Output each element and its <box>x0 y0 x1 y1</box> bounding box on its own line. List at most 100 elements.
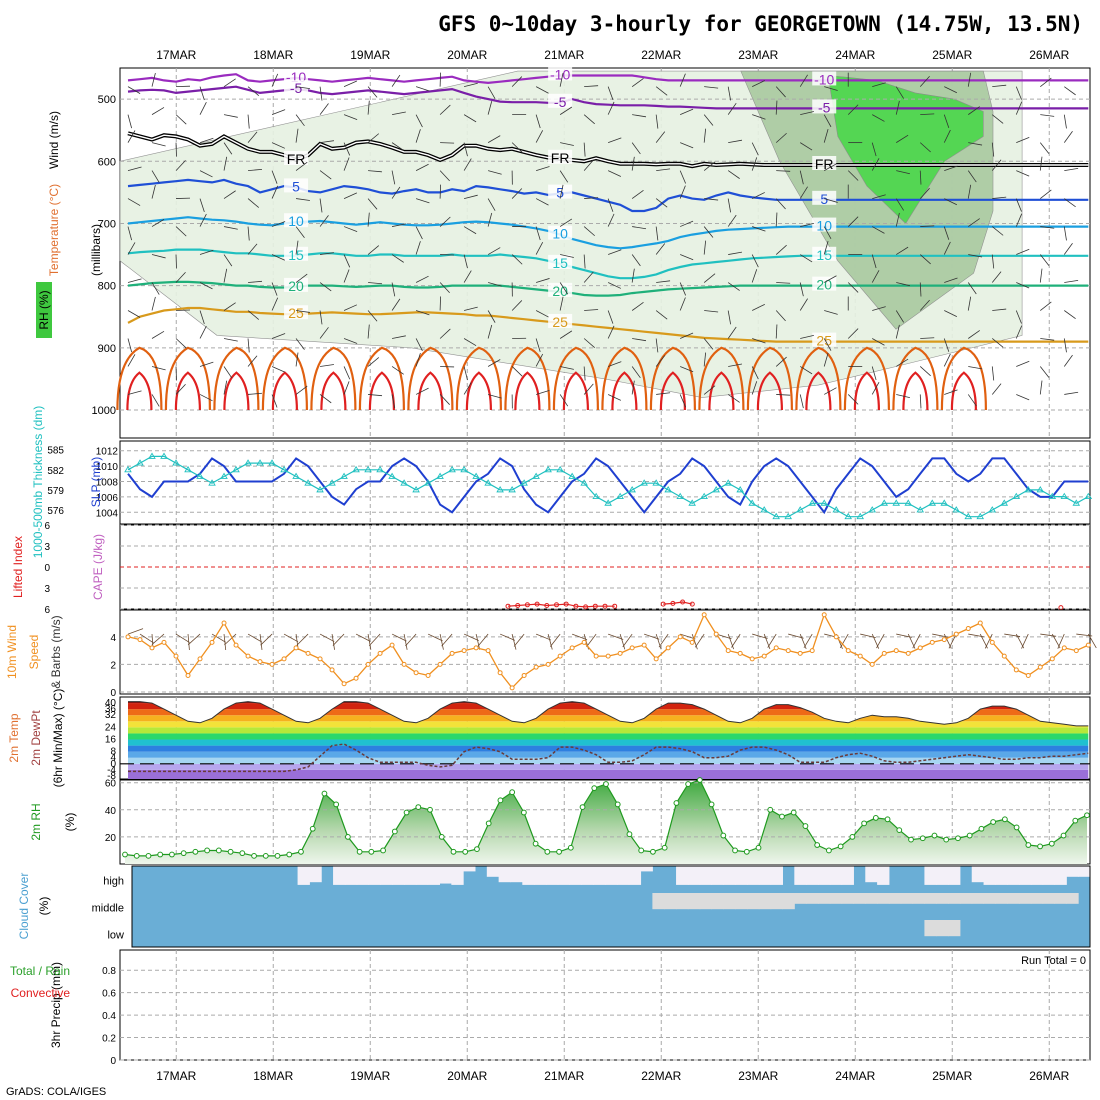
temp-tick-label: 32 <box>105 710 117 721</box>
wind-barb <box>535 353 544 367</box>
wind-speed-point <box>953 631 959 637</box>
li-point <box>534 601 540 607</box>
wind-barb <box>823 114 832 128</box>
top-date-label: 21MAR <box>544 48 584 62</box>
wind-barb <box>1016 394 1030 401</box>
wind-barb <box>704 86 719 89</box>
series-line <box>127 457 1089 515</box>
wind-speed-point <box>941 637 947 643</box>
rh-point <box>626 831 633 838</box>
wind-barb <box>367 212 370 227</box>
wind-barb <box>187 634 190 651</box>
wind-barb <box>896 134 909 143</box>
cloud-cell <box>888 893 902 904</box>
wind-barb <box>727 102 737 115</box>
li-point <box>612 603 618 609</box>
wind-barb <box>247 310 260 320</box>
wind-barb <box>271 254 285 261</box>
bottom-date-label: 26MAR <box>1029 1069 1069 1083</box>
rh-point <box>685 781 692 787</box>
cloud-cell <box>995 866 1008 885</box>
wind-barb <box>655 338 659 353</box>
wind-barb <box>800 111 814 116</box>
wind-barb <box>727 282 740 291</box>
wind-barb <box>199 325 207 339</box>
rh-point <box>497 797 504 804</box>
wind-speed-point <box>857 653 863 659</box>
wind-barb <box>127 354 136 367</box>
temp-contour-30 <box>504 346 551 411</box>
wind-barb <box>823 129 829 143</box>
wind-barb <box>127 130 136 143</box>
wind-barb <box>463 338 477 347</box>
wind-barb <box>223 114 238 118</box>
wind-barb <box>1039 380 1043 395</box>
wind-barb <box>415 163 429 171</box>
thickness-point <box>340 472 348 479</box>
cloud-cell <box>758 866 772 885</box>
wind-barb <box>967 296 972 311</box>
wind-barb <box>631 380 635 395</box>
cloud-cell <box>817 893 831 904</box>
wind-speed-point <box>917 645 923 651</box>
rh-point <box>345 834 351 840</box>
rh-point <box>779 813 785 820</box>
wind-barb <box>655 86 668 96</box>
wind-barb <box>876 633 885 649</box>
cloud-cell <box>368 866 381 885</box>
wind-barb <box>607 86 614 100</box>
wind-barb <box>391 298 401 311</box>
wind-barb <box>187 633 201 646</box>
cloud-cell <box>735 866 748 885</box>
wind-barb <box>895 310 904 323</box>
wind-speed-point <box>245 653 251 659</box>
wind-barb <box>775 132 787 143</box>
contour-label: -10 <box>550 66 570 82</box>
wind-barb <box>319 633 335 642</box>
wind-barb <box>392 111 406 116</box>
contour-label: 15 <box>552 255 568 271</box>
wind-barb <box>943 114 950 129</box>
wind-barb <box>367 324 370 339</box>
temp-band <box>128 701 1089 704</box>
cloud-cell <box>948 866 961 885</box>
wind-barb <box>1063 131 1073 143</box>
rh-point <box>462 848 469 855</box>
wind-barb <box>823 240 829 255</box>
cloud-cell <box>758 893 772 910</box>
wind-barb <box>751 366 759 380</box>
li-point <box>689 601 695 607</box>
wind-barb <box>1063 338 1067 353</box>
wind-barb <box>151 366 166 371</box>
thickness-point <box>988 506 997 513</box>
wind-barb <box>658 633 669 648</box>
temp-contour-35 <box>805 371 832 411</box>
wind-speed-point <box>377 650 383 656</box>
wind-barb <box>727 170 740 179</box>
rh-point <box>884 816 891 823</box>
wind-barb <box>775 86 786 98</box>
wind-barb <box>607 325 615 339</box>
wind-speed-point <box>293 645 299 651</box>
wind-speed-point <box>977 620 983 626</box>
wind-barb <box>824 163 837 171</box>
cloud-cell <box>995 893 1008 904</box>
wind-barb <box>944 389 958 395</box>
wind-barb <box>1064 168 1079 171</box>
pressure-tick-label: 500 <box>98 94 116 106</box>
cloud-cell <box>463 866 476 872</box>
wind-barb <box>920 337 935 339</box>
wind-barb <box>767 633 777 648</box>
cloud-cell <box>356 866 370 885</box>
wind-speed-point <box>413 670 419 676</box>
wind-barb <box>248 280 263 283</box>
cape-axis-label: CAPE (J/kg) <box>91 534 105 600</box>
wind-barb <box>295 385 308 395</box>
wind-barb <box>943 241 951 255</box>
wind-barb <box>127 278 142 283</box>
wind-barb <box>511 188 523 199</box>
wind-barb <box>679 297 686 311</box>
wind-barb <box>199 198 205 213</box>
precip-tick-label: 0.2 <box>102 1034 116 1045</box>
